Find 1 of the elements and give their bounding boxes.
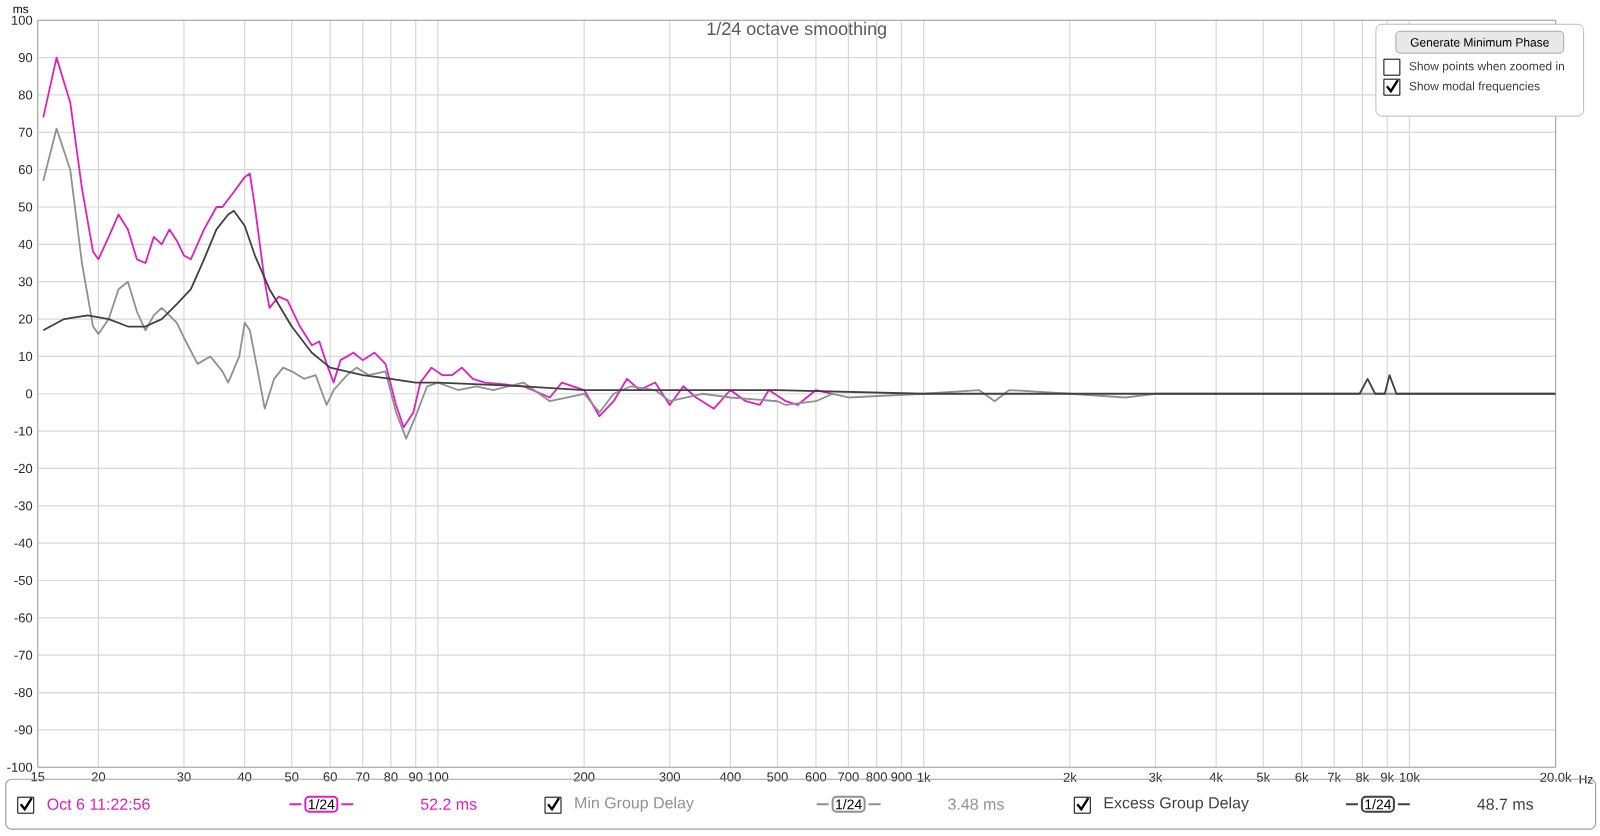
chart-title: 1/24 octave smoothing xyxy=(707,22,886,40)
